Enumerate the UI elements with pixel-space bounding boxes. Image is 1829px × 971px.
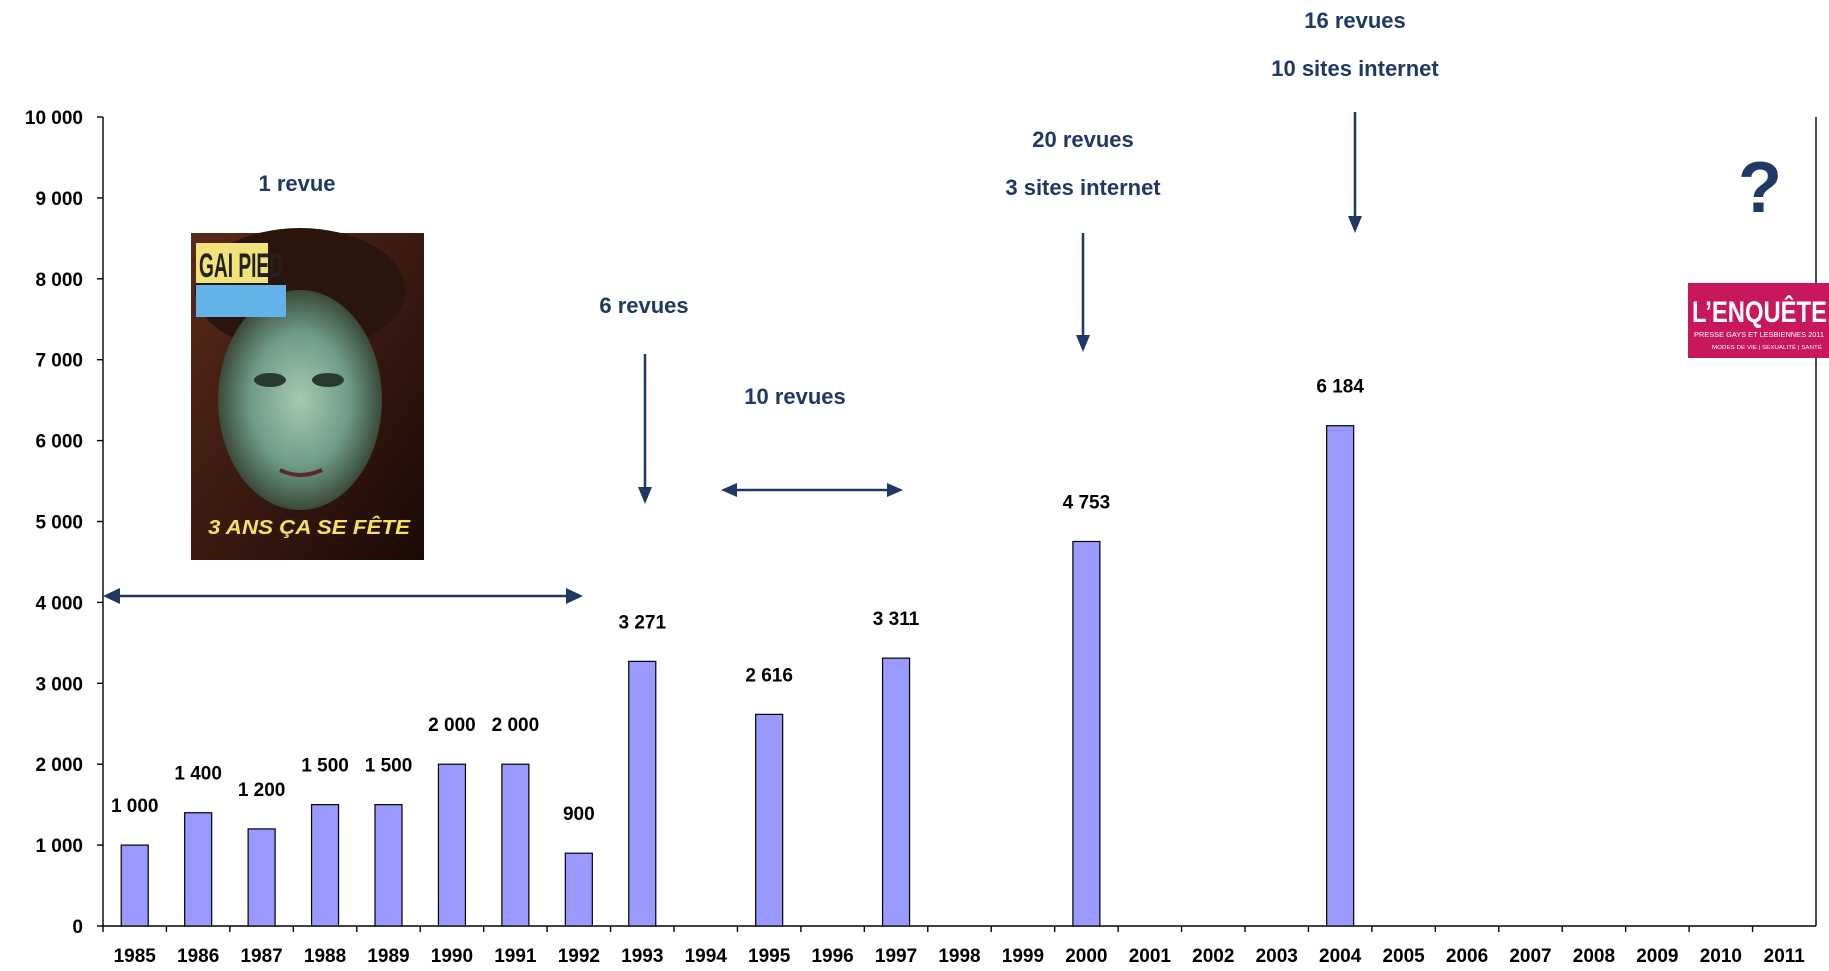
x-tick-label: 1990 bbox=[431, 946, 473, 967]
x-tick-label: 2002 bbox=[1192, 946, 1234, 967]
annotation-20-revues: 20 revues bbox=[1032, 127, 1134, 152]
y-tick-label: 5 000 bbox=[35, 513, 83, 534]
bar-1989 bbox=[374, 804, 403, 927]
x-tick-label: 2010 bbox=[1700, 946, 1742, 967]
data-label-1992: 900 bbox=[563, 804, 595, 825]
annotation-6-revues: 6 revues bbox=[599, 293, 688, 318]
y-tick-label: 2 000 bbox=[35, 755, 83, 776]
y-tick-label: 10 000 bbox=[25, 108, 83, 129]
arrow-head-down bbox=[638, 487, 652, 504]
data-label-2004: 6 184 bbox=[1316, 377, 1364, 398]
logo-tagline: MODES DE VIE | SEXUALITÉ | SANTÉ bbox=[1712, 344, 1822, 351]
arrow-head-left bbox=[721, 483, 737, 497]
bar-1992 bbox=[564, 852, 593, 927]
bar-2004 bbox=[1326, 425, 1355, 927]
x-tick-label: 1998 bbox=[938, 946, 980, 967]
x-tick-label: 2003 bbox=[1256, 946, 1298, 967]
annotation-16-revues: 16 revues bbox=[1304, 8, 1406, 33]
x-tick-label: 1988 bbox=[304, 946, 346, 967]
bar-1988 bbox=[310, 804, 340, 927]
x-tick-label: 2008 bbox=[1573, 946, 1615, 967]
bar-1985 bbox=[120, 844, 149, 927]
annotation-10-sites-internet: 10 sites internet bbox=[1271, 56, 1439, 81]
y-tick-label: 4 000 bbox=[35, 593, 83, 614]
x-tick-label: 2001 bbox=[1129, 946, 1172, 967]
data-label-1987: 1 200 bbox=[238, 780, 286, 801]
annotations: 1 revue 6 revues 10 revues 20 revues 3 s… bbox=[258, 8, 1782, 409]
data-label-1997: 3 311 bbox=[873, 609, 920, 630]
magazine-cover-image: GAI PIED 3 ANS ÇA SE FÊTE bbox=[191, 228, 424, 560]
arrow-head-right bbox=[887, 483, 903, 497]
x-ticks: 1985 1986 1987 1988 1989 1990 1991 1992 1993 1994… bbox=[102, 926, 1806, 967]
x-tick-label: 1985 bbox=[114, 946, 157, 967]
bar-1990 bbox=[437, 763, 467, 927]
x-tick-label: 1994 bbox=[685, 946, 728, 967]
x-tick-label: 2007 bbox=[1509, 946, 1551, 967]
logo-background bbox=[1688, 283, 1829, 358]
x-tick-label: 2004 bbox=[1319, 946, 1362, 967]
data-label-1990: 2 000 bbox=[428, 715, 476, 736]
data-labels: 1 000 1 400 1 200 1 500 1 500 2 000 2 000 900 3 … bbox=[111, 377, 1364, 825]
arrow-head-down bbox=[1348, 216, 1362, 233]
x-tick-label: 1986 bbox=[177, 946, 219, 967]
x-tick-label: 1995 bbox=[748, 946, 791, 967]
cover-caption-text: 3 ANS ÇA SE FÊTE bbox=[208, 515, 411, 539]
bar-1997 bbox=[881, 657, 911, 927]
y-tick-label: 7 000 bbox=[35, 351, 83, 372]
x-tick-label: 1997 bbox=[875, 946, 917, 967]
arrows bbox=[103, 112, 1362, 604]
y-tick-label: 0 bbox=[72, 917, 83, 938]
x-tick-label: 1992 bbox=[558, 946, 600, 967]
y-ticks: 0 1 000 2 000 3 000 4 000 5 000 6 000 7 000 8 00… bbox=[25, 108, 103, 938]
x-tick-label: 1989 bbox=[367, 946, 409, 967]
data-label-1995: 2 616 bbox=[745, 665, 793, 686]
y-tick-label: 8 000 bbox=[35, 270, 83, 291]
annotation-1-revue: 1 revue bbox=[258, 171, 335, 196]
question-mark: ? bbox=[1738, 148, 1782, 228]
x-tick-label: 2006 bbox=[1446, 946, 1488, 967]
data-label-1993: 3 271 bbox=[619, 612, 667, 633]
data-label-1991: 2 000 bbox=[492, 715, 540, 736]
bar-1995 bbox=[755, 713, 784, 927]
x-tick-label: 2009 bbox=[1636, 946, 1678, 967]
arrow-head-down bbox=[1076, 335, 1090, 352]
y-tick-label: 9 000 bbox=[35, 189, 83, 210]
x-tick-label: 1991 bbox=[494, 946, 537, 967]
y-tick-label: 1 000 bbox=[35, 836, 83, 857]
data-label-1988: 1 500 bbox=[301, 756, 349, 777]
annotation-10-revues: 10 revues bbox=[744, 384, 846, 409]
x-tick-label: 1996 bbox=[811, 946, 853, 967]
x-tick-label: 1987 bbox=[240, 946, 282, 967]
cover-title-text: GAI PIED bbox=[199, 247, 283, 285]
bar-1993 bbox=[628, 660, 657, 927]
data-label-2000: 4 753 bbox=[1063, 492, 1111, 513]
x-tick-label: 2011 bbox=[1764, 946, 1806, 967]
bar-1991 bbox=[501, 763, 530, 927]
data-label-1985: 1 000 bbox=[111, 796, 159, 817]
logo-subtitle: PRESSE GAYS ET LESBIENNES 2011 bbox=[1694, 332, 1824, 339]
bar-1987 bbox=[247, 828, 276, 927]
x-tick-label: 2000 bbox=[1065, 946, 1107, 967]
annotation-3-sites-internet: 3 sites internet bbox=[1005, 175, 1161, 200]
x-tick-label: 1993 bbox=[621, 946, 663, 967]
y-tick-label: 6 000 bbox=[35, 432, 83, 453]
arrow-head-right bbox=[566, 588, 583, 604]
x-tick-label: 1999 bbox=[1002, 946, 1044, 967]
bar-1986 bbox=[184, 812, 213, 927]
y-tick-label: 3 000 bbox=[35, 674, 83, 695]
bars bbox=[120, 425, 1355, 927]
data-label-1989: 1 500 bbox=[365, 756, 413, 777]
x-tick-label: 2005 bbox=[1382, 946, 1425, 967]
enquete-logo: L’ENQUÊTE PRESSE GAYS ET LESBIENNES 2011… bbox=[1688, 283, 1829, 358]
logo-title: L’ENQUÊTE bbox=[1692, 295, 1827, 329]
bar-2000 bbox=[1072, 540, 1101, 927]
data-label-1986: 1 400 bbox=[174, 764, 222, 785]
arrow-head-left bbox=[103, 588, 120, 604]
